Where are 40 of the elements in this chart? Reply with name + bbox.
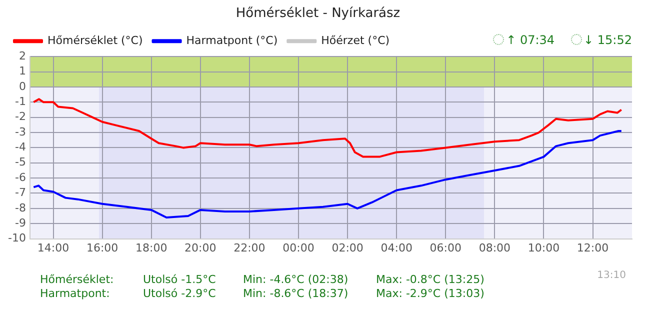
y-tick-label: -10 bbox=[8, 232, 26, 245]
y-tick-label: -7 bbox=[15, 186, 26, 200]
x-tick-label: 16:00 bbox=[86, 241, 118, 254]
legend-label: Hőérzet (°C) bbox=[321, 34, 390, 47]
x-tick-label: 02:00 bbox=[332, 241, 364, 254]
y-tick-label: 1 bbox=[18, 64, 26, 78]
legend-label: Hőmérséklet (°C) bbox=[48, 34, 143, 47]
text: Utolsó -2.9°C bbox=[143, 287, 217, 300]
x-tick-label: 06:00 bbox=[430, 241, 462, 254]
text: 13:10 bbox=[597, 270, 626, 281]
text: Hőmérséklet: bbox=[40, 273, 115, 286]
x-tick-label: 18:00 bbox=[136, 241, 168, 254]
x-tick-label: 14:00 bbox=[37, 241, 70, 254]
x-tick-label: 08:00 bbox=[478, 241, 511, 254]
x-tick-label: 20:00 bbox=[184, 241, 216, 254]
y-tick-label: -9 bbox=[15, 216, 26, 230]
y-tick-label: 0 bbox=[18, 80, 26, 93]
text: ↓ 15:52 bbox=[582, 33, 632, 47]
text: Max: -0.8°C (13:25) bbox=[376, 273, 486, 286]
x-tick-label: 22:00 bbox=[234, 241, 266, 254]
x-tick-label: 04:00 bbox=[380, 241, 412, 254]
y-tick-label: -6 bbox=[15, 170, 26, 184]
chart-title: Hőmérséklet - Nyírkarász bbox=[236, 6, 400, 22]
y-tick-label: -1 bbox=[15, 95, 26, 108]
text: Min: -8.6°C (18:37) bbox=[243, 287, 350, 300]
text: Utolsó -1.5°C bbox=[143, 273, 217, 286]
y-tick-label: -5 bbox=[15, 156, 26, 169]
y-tick-label: -8 bbox=[15, 201, 26, 214]
y-tick-label: -2 bbox=[15, 110, 26, 124]
y-tick-label: 2 bbox=[18, 49, 26, 62]
y-tick-label: -3 bbox=[15, 125, 26, 138]
x-tick-label: 00:00 bbox=[282, 241, 314, 254]
y-tick-label: -4 bbox=[15, 140, 26, 154]
text: Harmatpont: bbox=[40, 287, 111, 300]
legend-label: Harmatpont (°C) bbox=[186, 34, 278, 47]
text: Max: -2.9°C (13:03) bbox=[376, 287, 486, 300]
x-tick-label: 10:00 bbox=[528, 241, 560, 254]
text: Min: -4.6°C (02:38) bbox=[243, 273, 350, 286]
text: ↑ 07:34 bbox=[505, 33, 555, 47]
x-tick-label: 12:00 bbox=[576, 241, 609, 254]
